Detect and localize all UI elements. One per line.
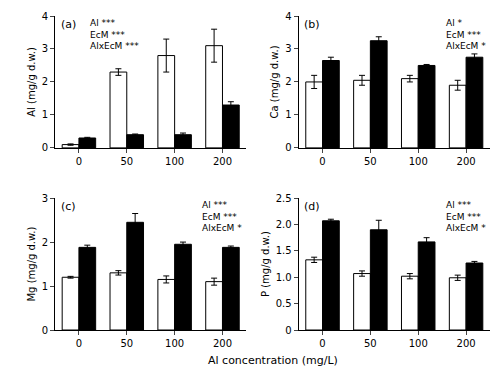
svg-text:Al ***EcM ***AlxEcM *: Al ***EcM ***AlxEcM * [446,200,486,233]
svg-text:2.5: 2.5 [276,193,292,204]
svg-text:1: 1 [285,109,291,120]
svg-text:Al concentration (mg/L): Al concentration (mg/L) [208,354,338,367]
svg-text:1.5: 1.5 [276,245,292,256]
svg-text:Al (mg/g d.w.): Al (mg/g d.w.) [26,47,37,117]
svg-text:Mg (mg/g d.w.): Mg (mg/g d.w.) [26,227,37,302]
svg-text:0: 0 [42,325,48,336]
svg-text:P (mg/g d.w.): P (mg/g d.w.) [260,231,271,297]
svg-text:3: 3 [42,193,48,204]
svg-text:0.5: 0.5 [276,298,292,309]
svg-text:Al ***EcM ***AlxEcM ***: Al ***EcM ***AlxEcM *** [90,18,139,51]
svg-text:0: 0 [319,156,325,167]
svg-text:2.0: 2.0 [276,219,292,230]
svg-text:1: 1 [42,281,48,292]
svg-text:3: 3 [42,43,48,54]
svg-text:4: 4 [42,11,48,22]
svg-text:0: 0 [42,142,48,153]
svg-text:50: 50 [120,338,133,349]
svg-text:200: 200 [213,156,232,167]
svg-text:50: 50 [364,156,377,167]
svg-text:2: 2 [42,237,48,248]
svg-text:0: 0 [319,338,325,349]
svg-text:(b): (b) [304,18,320,31]
svg-text:Ca (mg/g d.w.): Ca (mg/g d.w.) [269,45,280,118]
svg-text:(a): (a) [61,18,76,31]
svg-text:1: 1 [42,109,48,120]
svg-text:50: 50 [364,338,377,349]
svg-text:200: 200 [457,156,476,167]
svg-text:0: 0 [76,338,82,349]
svg-text:2: 2 [285,76,291,87]
svg-text:50: 50 [120,156,133,167]
svg-text:(d): (d) [304,200,320,213]
svg-text:100: 100 [409,338,428,349]
svg-text:100: 100 [165,156,184,167]
svg-text:(c): (c) [61,200,76,213]
svg-text:Al *EcM ***AlxEcM *: Al *EcM ***AlxEcM * [446,18,486,51]
svg-text:4: 4 [285,11,291,22]
svg-text:100: 100 [165,338,184,349]
svg-text:Al ***EcM ***AlxEcM *: Al ***EcM ***AlxEcM * [202,200,242,233]
svg-text:1.0: 1.0 [276,272,292,283]
svg-text:100: 100 [409,156,428,167]
svg-text:0: 0 [285,325,291,336]
svg-text:200: 200 [213,338,232,349]
svg-text:0: 0 [285,142,291,153]
svg-text:3: 3 [285,43,291,54]
svg-text:2: 2 [42,76,48,87]
svg-text:0: 0 [76,156,82,167]
svg-text:200: 200 [457,338,476,349]
